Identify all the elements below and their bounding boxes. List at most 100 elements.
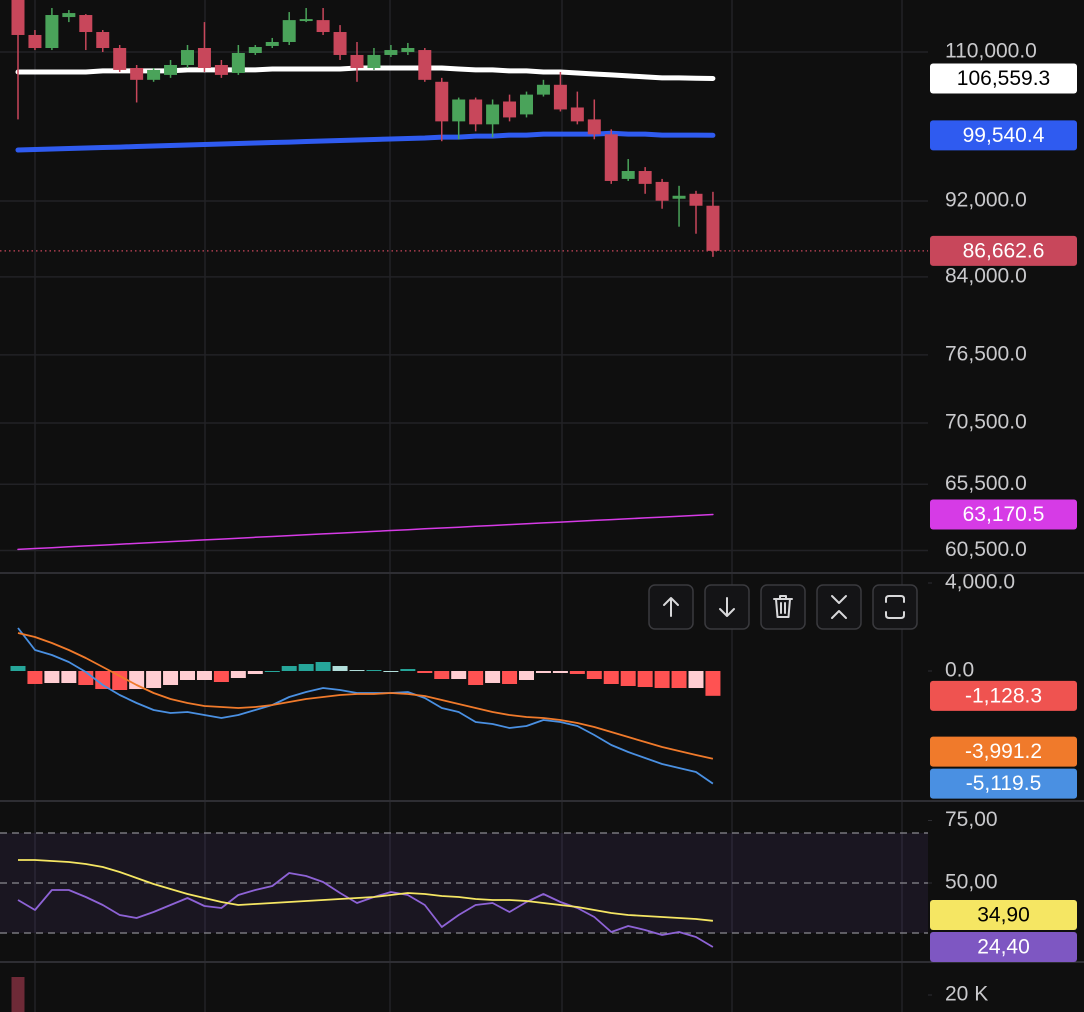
y-tick-label: 75,00 — [945, 808, 998, 831]
candle-body — [96, 32, 110, 49]
plot — [0, 0, 932, 1012]
histogram-bar — [315, 662, 331, 672]
macd-line — [17, 627, 714, 785]
delete-button[interactable] — [760, 584, 806, 630]
candle-body — [587, 119, 601, 135]
candle-body — [604, 134, 618, 181]
y-tick-label: 92,000.0 — [945, 189, 1027, 212]
y-tick-label: 20 K — [945, 983, 988, 1006]
move-up-button[interactable] — [648, 584, 694, 630]
y-tick-label: 110,000.0 — [945, 40, 1037, 63]
histogram-bar — [552, 671, 568, 674]
histogram-bar — [112, 671, 128, 691]
histogram-bar — [688, 671, 704, 689]
histogram-bar — [705, 671, 721, 696]
macd-line — [17, 632, 714, 760]
histogram-bar — [417, 671, 433, 674]
candle-body — [214, 64, 228, 75]
candle-body — [11, 0, 25, 35]
histogram-bar — [400, 669, 416, 672]
candle-body — [401, 48, 415, 53]
y-tick-label: 76,500.0 — [945, 342, 1027, 365]
candle-body — [28, 34, 42, 49]
candle-body — [418, 50, 432, 80]
value-label: 63,170.5 — [963, 503, 1045, 526]
value-label: -1,128.3 — [965, 684, 1042, 707]
rsi-line — [18, 859, 713, 922]
value-label: 86,662.6 — [963, 239, 1045, 262]
candle-body — [570, 107, 584, 122]
candle-body — [45, 15, 59, 49]
histogram-bar — [27, 671, 43, 684]
candle-body — [689, 193, 703, 206]
y-tick-label: 4,000.0 — [945, 571, 1015, 594]
histogram-bar — [213, 671, 229, 683]
histogram-bar — [451, 671, 467, 680]
value-label-box — [930, 63, 1077, 94]
candle-body — [350, 54, 364, 69]
candle-body — [469, 99, 483, 125]
value-label-box — [930, 120, 1077, 151]
histogram-bar — [637, 671, 653, 688]
histogram-bar — [230, 671, 246, 678]
histogram-bar — [129, 671, 145, 690]
histogram-bar — [281, 666, 297, 672]
histogram-bar — [586, 671, 602, 680]
value-label: -5,119.5 — [966, 772, 1042, 795]
value-label: 99,540.4 — [963, 124, 1045, 147]
histogram-bar — [485, 671, 501, 683]
candle-body — [181, 50, 194, 65]
candle-body — [655, 181, 669, 201]
candle-body — [706, 205, 720, 251]
candle-body — [553, 84, 567, 110]
histogram-bar — [44, 671, 60, 684]
histogram-bar — [519, 671, 534, 680]
histogram-bar — [366, 670, 382, 672]
y-tick-label: 50,00 — [945, 871, 998, 894]
value-label: 34,90 — [977, 904, 1030, 927]
maximize-button[interactable] — [872, 584, 918, 630]
histogram-bar — [620, 671, 636, 687]
histogram-bar — [383, 671, 399, 673]
candle-body — [384, 50, 398, 55]
candle-body — [638, 171, 652, 184]
moving-average-line — [17, 513, 714, 551]
histogram-bar — [163, 671, 179, 685]
candle-body — [503, 101, 517, 118]
histogram-bar — [332, 666, 348, 672]
histogram-bar — [196, 671, 212, 680]
candle-body — [79, 15, 93, 33]
value-label-box — [930, 235, 1077, 266]
volume-bar — [11, 976, 25, 1012]
candle-body — [265, 41, 279, 46]
candle-body — [164, 64, 178, 75]
move-down-button[interactable] — [704, 584, 750, 630]
value-label-box — [930, 680, 1077, 711]
value-label: -3,991.2 — [965, 740, 1042, 763]
histogram-bar — [349, 670, 365, 672]
y-tick-label: 65,500.0 — [945, 472, 1027, 495]
histogram-bar — [180, 671, 195, 680]
value-label-box — [930, 768, 1077, 799]
histogram-bar — [10, 665, 26, 672]
candle-body — [282, 20, 296, 42]
price-scale-labels: 110,000.0 92,000.0 84,000.0 76,500.0 70,500.… — [930, 40, 1077, 1006]
histogram-bar — [95, 671, 111, 689]
histogram-bar — [298, 664, 314, 672]
candle-body — [536, 84, 550, 95]
histogram-bar — [247, 671, 263, 675]
candle-body — [197, 48, 211, 69]
candle-body — [299, 19, 313, 22]
candle-body — [621, 171, 635, 179]
pane-toolbar — [648, 584, 918, 630]
histogram-bar — [61, 671, 77, 684]
collapse-button[interactable] — [816, 584, 862, 630]
candle-body — [130, 68, 144, 80]
candle-body — [435, 81, 449, 122]
candle-body — [672, 195, 686, 199]
value-label: 24,40 — [977, 936, 1030, 959]
histogram-bar — [654, 671, 670, 688]
histogram-bar — [434, 671, 450, 680]
